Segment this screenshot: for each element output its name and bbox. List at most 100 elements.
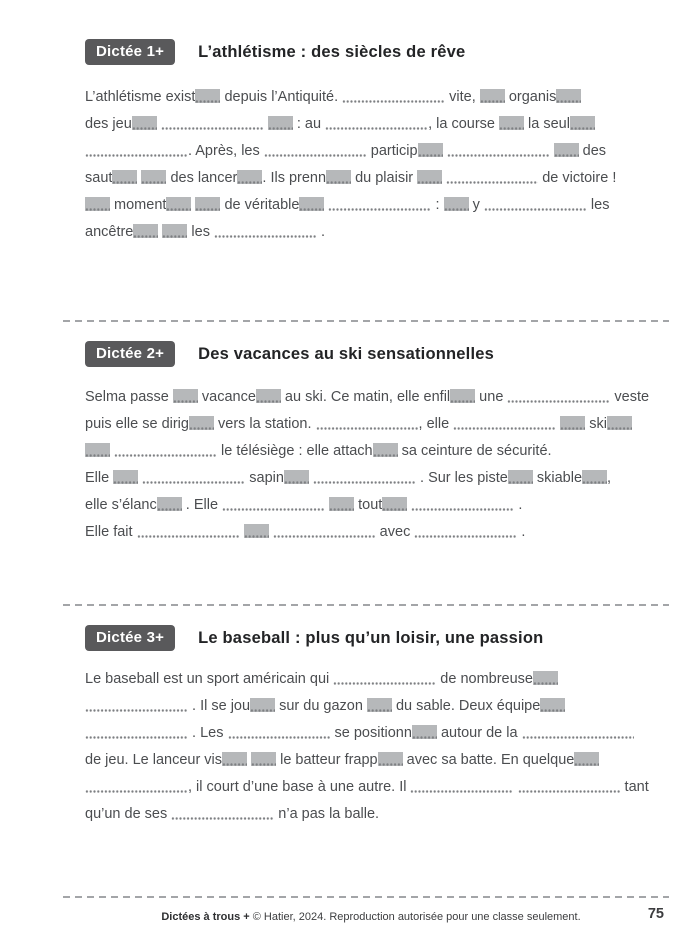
text-line: ancêtre les .: [85, 219, 685, 246]
dictee-title: Le baseball : plus qu’un loisir, une pas…: [198, 628, 544, 647]
dictee-paragraph: L’athlétisme exist depuis l’Antiquité. v…: [85, 84, 685, 246]
gap-box: [556, 89, 582, 103]
gap-box: [195, 89, 221, 103]
text-fragment: tout: [354, 497, 383, 513]
text-fragment: vacance: [197, 389, 256, 405]
dictee-badge: Dictée 2+: [85, 341, 176, 367]
gap-box: [251, 752, 277, 766]
text-fragment: .: [514, 497, 523, 513]
gap-box: [582, 470, 608, 484]
text-fragment: depuis l’Antiquité.: [220, 89, 343, 105]
dictee-title: Des vacances au ski sensationnelles: [198, 344, 495, 363]
gap-box: [326, 170, 352, 184]
gap-box: [195, 197, 221, 211]
page-number: 75: [647, 906, 664, 922]
gap-box: [417, 170, 443, 184]
text-fragment: se positionn: [330, 725, 412, 741]
text-fragment: elle s’élanc: [85, 497, 157, 513]
text-fragment: .: [517, 524, 526, 540]
text-fragment: une: [475, 389, 508, 405]
text-fragment: Le baseball est un sport américain qui: [85, 671, 334, 687]
gap-box: [162, 224, 188, 238]
text-line: . Il se jou sur du gazon du sable. Deux …: [85, 693, 685, 720]
text-fragment: , il court d’une base à une autre. Il: [188, 779, 411, 795]
gap-box: [141, 170, 167, 184]
dictee-title: L’athlétisme : des siècles de rêve: [198, 42, 466, 61]
text-line: , il court d’une base à une autre. Il ta…: [85, 774, 685, 801]
text-fragment: vite,: [445, 89, 480, 105]
text-fragment: vers la station.: [213, 416, 316, 432]
text-fragment: , elle: [418, 416, 454, 432]
dotted-blank: [227, 727, 331, 739]
copyright-text: © Hatier, 2024. Reproduction autorisée p…: [252, 911, 581, 923]
dotted-blank: [85, 700, 188, 712]
dotted-blank: [521, 727, 634, 739]
text-fragment: autour de la: [436, 725, 522, 741]
text-line: . Les se positionn autour de la: [85, 720, 685, 747]
dotted-blank: [328, 199, 432, 211]
text-line: de jeu. Le lanceur vis le batteur frapp …: [85, 747, 685, 774]
text-fragment: les: [586, 197, 610, 213]
text-fragment: :: [431, 197, 444, 213]
text-fragment: . Ils prenn: [262, 170, 327, 186]
dotted-blank: [411, 499, 515, 511]
dotted-blank: [85, 727, 188, 739]
gap-box: [243, 524, 269, 538]
gap-box: [131, 116, 157, 130]
gap-box: [133, 224, 159, 238]
dotted-blank: [114, 445, 218, 457]
dictee-paragraph: Selma passe vacance au ski. Ce matin, el…: [85, 384, 685, 546]
dotted-blank: [312, 472, 416, 484]
text-line: qu’un de ses n’a pas la balle.: [85, 801, 685, 828]
text-fragment: sa ceinture de sécurité.: [397, 443, 552, 459]
text-fragment: avec sa batte. En quelque: [402, 752, 575, 768]
gap-box: [237, 170, 263, 184]
dictee-badge: Dictée 3+: [85, 625, 176, 651]
text-fragment: au ski. Ce matin, elle enfil: [280, 389, 451, 405]
series-title: Dictées à trous +: [161, 911, 250, 923]
text-line: Elle fait avec .: [85, 519, 685, 546]
dotted-blank: [410, 781, 514, 793]
gap-box: [299, 197, 325, 211]
gap-box: [366, 698, 392, 712]
text-line: des jeu : au , la course la seul: [85, 111, 685, 138]
text-fragment: ,: [607, 470, 612, 486]
gap-box: [443, 197, 469, 211]
gap-box: [533, 671, 558, 685]
dotted-blank: [507, 391, 611, 403]
gap-box: [377, 752, 403, 766]
dotted-blank: [517, 781, 621, 793]
gap-box: [255, 389, 281, 403]
text-fragment: sur du gazon: [275, 698, 367, 714]
text-fragment: de victoire !: [538, 170, 617, 186]
dotted-blank: [315, 418, 419, 430]
text-fragment: le batteur frapp: [276, 752, 378, 768]
text-fragment: Elle fait: [85, 524, 137, 540]
text-line: saut des lancer . Ils prenn du plaisir de…: [85, 165, 685, 192]
text-fragment: . Les: [188, 725, 228, 741]
section-divider: [63, 604, 669, 606]
text-fragment: L’athlétisme exist: [85, 89, 196, 105]
text-fragment: ancêtre: [85, 224, 134, 240]
dotted-blank: [446, 145, 550, 157]
text-fragment: . Il se jou: [188, 698, 251, 714]
text-fragment: sapin: [245, 470, 284, 486]
text-fragment: la seul: [524, 116, 570, 132]
dotted-blank: [160, 118, 264, 130]
gap-box: [156, 497, 182, 511]
dotted-blank: [85, 781, 188, 793]
text-fragment: ski: [585, 416, 607, 432]
gap-box: [499, 116, 524, 130]
dotted-blank: [222, 499, 326, 511]
text-line: le télésiège : elle attach sa ceinture d…: [85, 438, 685, 465]
gap-box: [450, 389, 476, 403]
text-fragment: skiable: [532, 470, 583, 486]
text-fragment: veste: [610, 389, 650, 405]
text-fragment: de véritable: [220, 197, 300, 213]
dotted-blank: [136, 526, 240, 538]
text-line: moment de véritable : y les: [85, 192, 685, 219]
text-fragment: le télésiège : elle attach: [217, 443, 373, 459]
dotted-blank: [446, 172, 539, 184]
gap-box: [606, 416, 632, 430]
gap-box: [417, 143, 443, 157]
